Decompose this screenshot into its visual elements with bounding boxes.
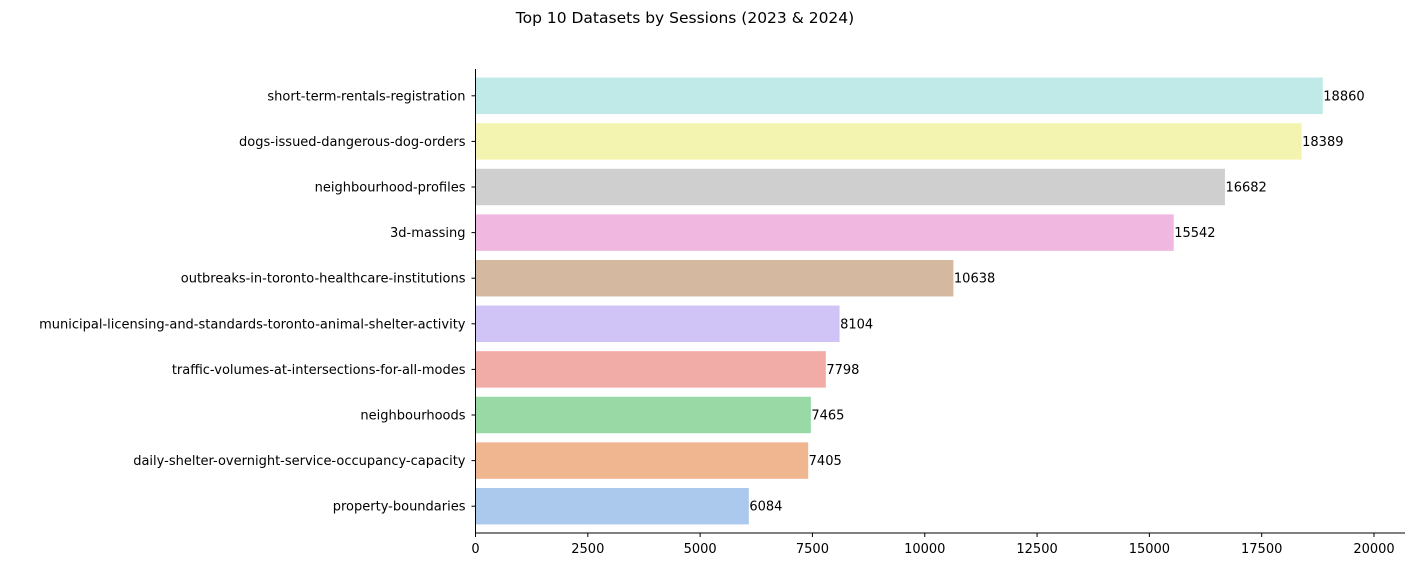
y-tick-label: neighbourhood-profiles [315, 181, 466, 196]
bars [475, 77, 1323, 525]
bar [475, 214, 1174, 251]
x-tick-label: 20000 [1353, 542, 1394, 557]
y-tick-label: neighbourhoods [360, 409, 465, 424]
x-tick-label: 15000 [1129, 542, 1170, 557]
value-label: 8104 [840, 317, 873, 332]
value-label: 18389 [1302, 135, 1343, 150]
value-label: 18860 [1323, 89, 1364, 104]
bar [475, 123, 1302, 160]
y-tick-label: short-term-rentals-registration [267, 89, 465, 104]
bar [475, 168, 1225, 206]
value-label: 7798 [826, 363, 859, 378]
y-tick-label: daily-shelter-overnight-service-occupanc… [133, 454, 466, 469]
y-tick-label: property-boundaries [333, 500, 466, 515]
bar [475, 351, 826, 388]
x-tick-label: 10000 [904, 542, 945, 557]
chart-title: Top 10 Datasets by Sessions (2023 & 2024… [515, 9, 854, 27]
y-tick-label: outbreaks-in-toronto-healthcare-institut… [181, 272, 466, 287]
value-label: 16682 [1225, 181, 1266, 196]
value-label: 10638 [954, 272, 995, 287]
value-label: 7405 [809, 454, 842, 469]
x-tick-label: 12500 [1016, 542, 1057, 557]
value-label: 15542 [1174, 226, 1215, 241]
y-tick-label: dogs-issued-dangerous-dog-orders [239, 135, 466, 150]
bar [475, 259, 954, 297]
x-tick-label: 5000 [684, 542, 717, 557]
y-axis: short-term-rentals-registration dogs-issu… [39, 69, 476, 533]
y-tick-label: municipal-licensing-and-standards-toront… [39, 317, 466, 332]
value-label: 6084 [749, 500, 782, 515]
bar [475, 442, 809, 479]
bar [475, 77, 1323, 115]
bar [475, 396, 811, 434]
value-label: 7465 [811, 409, 844, 424]
bar [475, 487, 749, 525]
x-axis: 0 2500 5000 7500 10000 12500 15000 17500 20000 [471, 532, 1405, 557]
x-tick-label: 0 [471, 542, 479, 557]
x-tick-label: 7500 [796, 542, 829, 557]
y-tick-label: 3d-massing [390, 226, 466, 241]
y-tick-label: traffic-volumes-at-intersections-for-all… [172, 363, 466, 378]
bar [475, 305, 840, 343]
value-labels: 18860 18389 16682 15542 10638 8104 7798 7465 740… [749, 89, 1364, 514]
x-tick-label: 2500 [571, 542, 604, 557]
x-tick-label: 17500 [1241, 542, 1282, 557]
